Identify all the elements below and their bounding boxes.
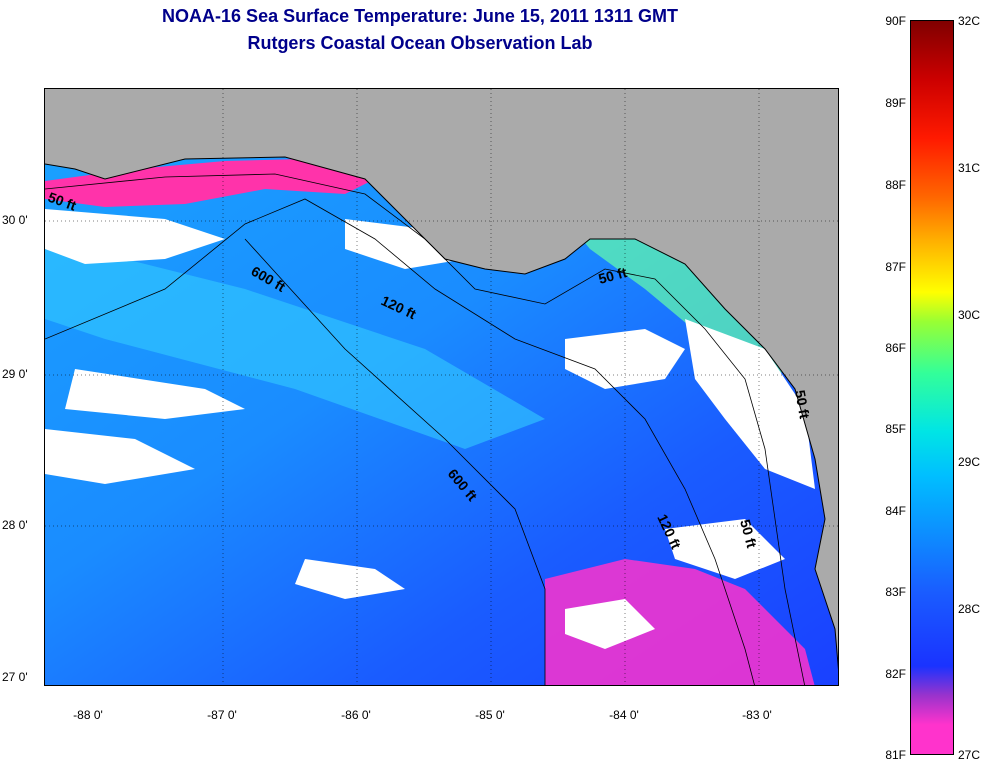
sst-map-image: 50 ft 600 ft 120 ft 50 ft 600 ft 120 ft … (45, 89, 838, 685)
land-mass (45, 89, 838, 664)
contour-label: 50 ft (737, 518, 760, 550)
colorbar-f-label: 81F (885, 748, 906, 762)
lat-label: 30 0' (2, 213, 28, 227)
colorbar-f-label: 88F (885, 178, 906, 192)
colorbar-f-label: 90F (885, 14, 906, 28)
map-subtitle: Rutgers Coastal Ocean Observation Lab (247, 33, 593, 53)
colorbar-c-label: 27C (958, 748, 981, 762)
lon-label: -85 0' (475, 708, 505, 722)
lon-label: -88 0' (73, 708, 103, 722)
colorbar-c-label: 31C (958, 161, 981, 175)
colorbar-f-label: 83F (885, 585, 906, 599)
lon-label: -87 0' (207, 708, 237, 722)
colorbar-c-label: 30C (958, 308, 981, 322)
lon-label: -84 0' (609, 708, 639, 722)
sst-map[interactable]: 50 ft 600 ft 120 ft 50 ft 600 ft 120 ft … (44, 88, 839, 686)
magenta-patch (545, 559, 815, 685)
colorbar-f-label: 87F (885, 260, 906, 274)
contour-label: 50 ft (597, 264, 629, 287)
cloud-cover (45, 209, 815, 649)
lon-label: -86 0' (341, 708, 371, 722)
lon-label: -83 0' (742, 708, 772, 722)
lat-label: 28 0' (2, 518, 28, 532)
colorbar-f-label: 89F (885, 96, 906, 110)
colorbar-f-label: 84F (885, 504, 906, 518)
colorbar-f-label: 82F (885, 667, 906, 681)
colorbar-f-label: 85F (885, 422, 906, 436)
lat-label: 27 0' (2, 670, 28, 684)
contour-label: 50 ft (792, 389, 813, 420)
map-title: NOAA-16 Sea Surface Temperature: June 15… (162, 6, 678, 26)
colorbar-c-label: 28C (958, 602, 981, 616)
colorbar-f-label: 86F (885, 341, 906, 355)
lat-label: 29 0' (2, 367, 28, 381)
colorbar-c-label: 29C (958, 455, 981, 469)
colorbar-c-label: 32C (958, 14, 981, 28)
cyan-streak (45, 239, 545, 449)
lat-lon-grid (45, 89, 838, 685)
color-bar (910, 20, 954, 755)
depth-contours (45, 173, 806, 685)
coastline (45, 156, 838, 670)
